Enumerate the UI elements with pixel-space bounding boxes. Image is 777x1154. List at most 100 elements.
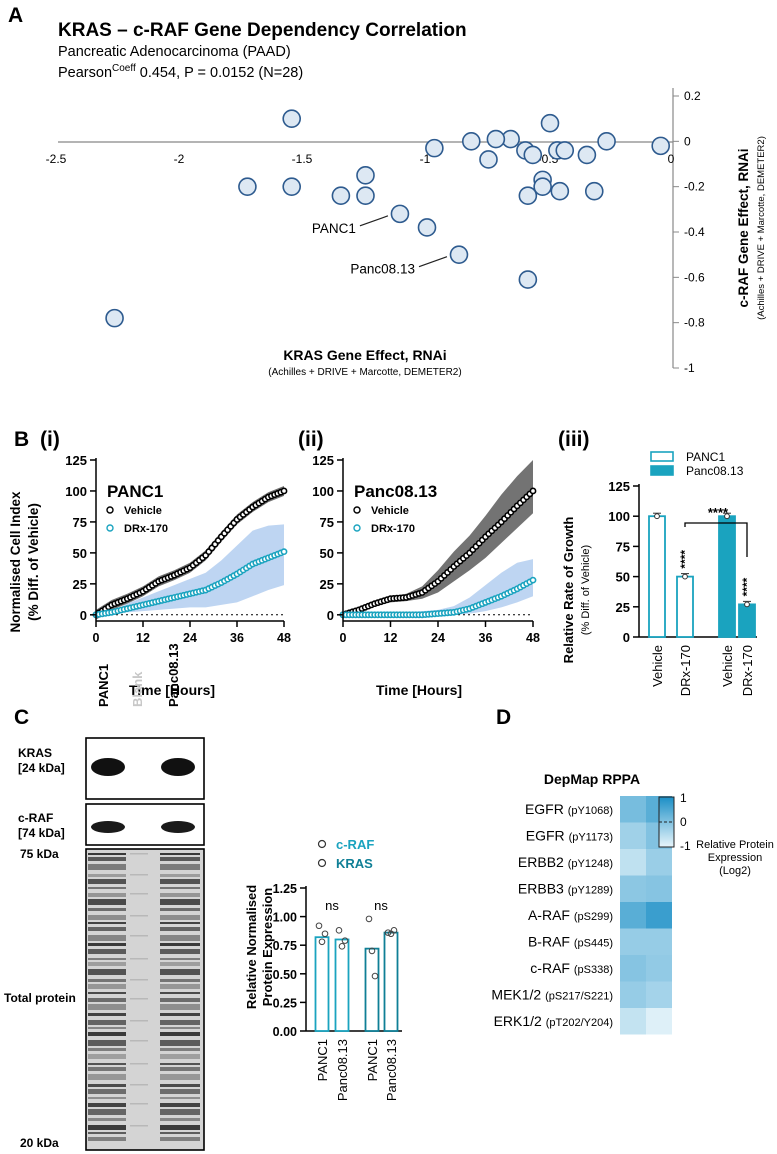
stripe-lane1 [88,1004,126,1010]
scatter-x-ticks: -2.5 -2 -1.5 -1 -0.5 0 [46,152,675,166]
stat-sup: Coeff [112,63,136,74]
growth-rate-bars: Vehicle **** DRx-170 Vehicle **** DRx-170 **** [648,505,756,696]
scatter-point [461,132,481,151]
stripe-lane3 [160,893,200,897]
heatmap-cell [620,902,646,929]
growth-chart-panc0813: 0 12 24 36 48 125 100 75 50 25 0 Panc08.13 Vehicle… [312,453,540,698]
scatter-point [523,145,543,165]
legend-drx-marker [106,524,114,532]
stripe-lane1 [88,1137,126,1141]
rate-bar [738,603,756,638]
kras-band-panc1 [91,758,125,776]
scatter-x-tick: -2 [174,152,185,166]
heatmap-row-label: A-RAF (pS299) [528,907,613,923]
heatmap-row-protein: ERK1/2 [494,1013,546,1029]
growth-y-tick: 100 [65,484,87,499]
stripe-lane1 [88,1109,126,1115]
scatter-ylabel-sub: (Achilles + DRIVE + Marcotte, DEMETER2) [756,136,767,320]
stripe-lane1 [88,899,126,905]
stripe-lane1 [88,984,126,989]
growth-y-tick: 25 [73,577,87,592]
stripe-lane1 [88,1063,126,1065]
stat-rest: 0.454, P = 0.0152 (N=28) [136,65,303,81]
stripe-lane3 [160,864,200,870]
heatmap-row-site: (pS445) [574,938,613,950]
bracket-label: **** [708,505,729,520]
stripe-lane1 [88,998,126,1002]
heatmap-row-site: (pY1289) [568,885,613,897]
scatter-point [577,145,597,165]
scatter-point [584,181,604,201]
legend-panc1-swatch [650,451,674,462]
scatter-point [282,109,302,128]
stripe-lane3 [160,1103,200,1107]
protein-bar [334,938,350,1032]
scatter-xlabel-sub: (Achilles + DRIVE + Marcotte, DEMETER2) [268,367,461,378]
stripe-ladder [130,874,148,876]
stripe-lane3 [160,887,200,889]
stripe-lane1 [88,979,126,982]
kras-label: KRAS [18,746,52,760]
colorbar-label-1: Relative Protein [696,839,774,851]
annotation-leader [359,215,389,227]
stripe-lane3 [160,962,200,966]
stripe-lane1 [88,1074,126,1080]
protein-replicate-point [368,947,376,955]
stripe-lane3 [160,915,200,920]
growth-ylabel: Normalised Cell Index [8,491,23,633]
protein-significance: ns [374,898,388,913]
scatter-subtitle: Pancreatic Adenocarcinoma (PAAD) [58,44,291,60]
stripe-lane1 [88,1089,126,1094]
legend-panc1-label: PANC1 [686,450,725,464]
growth-x-tick: 36 [479,631,493,645]
growth-ylabel-sub: (% Diff. of Vehicle) [26,503,41,621]
stripe-lane3 [160,1067,200,1071]
stripe-lane3 [160,979,200,982]
lane-label-blank: Blank [130,671,145,707]
heatmap-cell [620,875,646,902]
heatmap-row-label: ERBB3 (pY1289) [518,881,613,897]
scatter-point [331,186,351,206]
growth-band-drx [96,524,284,615]
stripe-lane1 [88,1048,126,1051]
protein-replicate-point [390,927,398,934]
growth-rate-ylabel: Relative Rate of Growth [561,517,576,664]
heatmap-cell [620,796,646,823]
stripe-lane1 [88,949,126,954]
heatmap-row-protein: B-RAF [528,934,574,950]
heatmap-row-site: (pY1248) [568,858,613,870]
protein-replicate-point [318,938,326,946]
stripe-ladder [130,1103,148,1105]
kras-band-panc0813 [161,758,195,776]
stripe-lane3 [160,998,200,1002]
heatmap-row-site: (pT202/Y204) [546,1017,613,1029]
stripe-lane3 [160,1020,200,1025]
legend-panc0813-label: Panc08.13 [686,464,744,478]
heatmap-row-site: (pS338) [574,964,613,976]
stripe-lane1 [88,857,126,861]
stripe-lane3 [160,1118,200,1121]
scatter-y-tick: 0.2 [684,89,701,103]
scatter-x-tick: 0 [668,152,675,166]
scatter-x-tick: -1.5 [292,152,313,166]
stripe-lane1 [88,1027,126,1029]
protein-bar [314,936,330,1032]
growth-y-tick: 75 [73,515,87,530]
growth-x-tick: 12 [384,631,398,645]
scatter-point [597,132,616,151]
protein-replicate-point [384,929,392,936]
stripe-lane3 [160,899,200,905]
heatmap-cell [620,1008,646,1035]
colorbar-tick-mid: 0 [680,815,687,829]
stripe-ladder [130,958,148,960]
heatmap-title: DepMap RPPA [544,771,640,787]
stripe-lane1 [88,1125,126,1130]
protein-category-label: PANC1 [365,1039,380,1081]
colorbar-tick-low: -1 [680,839,691,853]
scatter-points [105,109,671,328]
protein-y-tick: 0.25 [273,996,297,1010]
stripe-lane3 [160,1004,200,1010]
protein-ylabel: Relative Normalised [244,885,259,1009]
growth-x-tick: 24 [431,631,445,645]
heatmap-row-protein: MEK1/2 [491,987,545,1003]
